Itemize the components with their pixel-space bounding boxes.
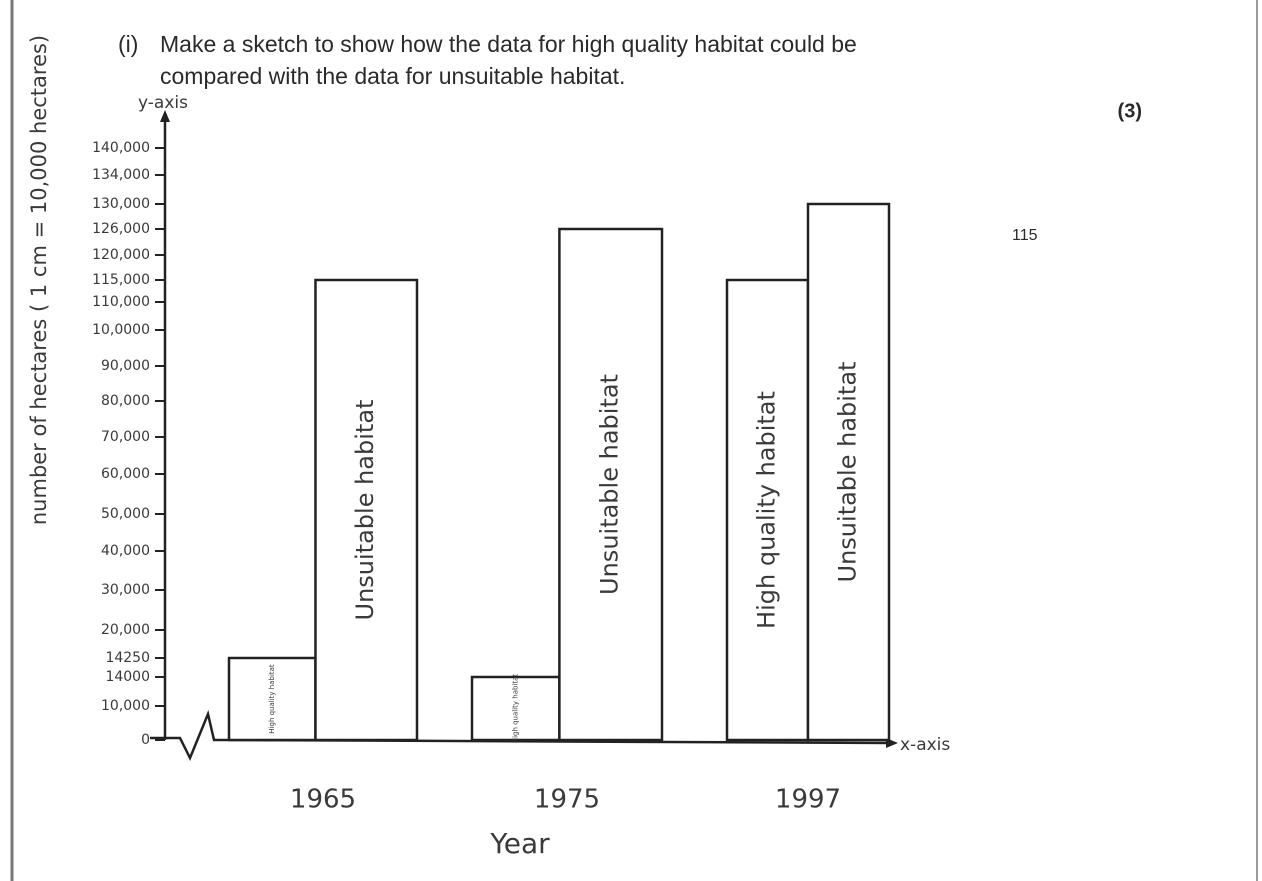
question-text: Make a sketch to show how the data for h…	[160, 31, 857, 57]
y-tick-label: 110,000	[92, 294, 150, 310]
y-tick-label: 40,000	[101, 543, 150, 559]
bar-label: Unsuitable habitat	[834, 362, 862, 583]
bar-label: Unsuitable habitat	[351, 400, 379, 621]
y-axis-name: y-axis	[138, 93, 188, 113]
question-number: (i)	[118, 31, 138, 57]
y-tick-label: 0	[141, 732, 150, 748]
y-tick-label: 80,000	[101, 393, 150, 409]
y-tick-label: 60,000	[101, 466, 150, 482]
y-axis-label: number of hectares ( 1 cm = 10,000 hecta…	[27, 35, 51, 525]
question-marks: (3)	[1118, 100, 1142, 122]
page: (i) Make a sketch to show how the data f…	[0, 0, 1262, 881]
y-tick-label: 126,000	[92, 221, 150, 237]
y-tick-label: 115,000	[92, 272, 150, 288]
bar-label: Unsuitable habitat	[596, 374, 624, 595]
y-tick-label: 14000	[105, 669, 150, 685]
y-tick-label: 70,000	[101, 429, 150, 445]
bar-label: High quality habitat	[753, 391, 781, 629]
y-tick-label: 30,000	[101, 582, 150, 598]
y-tick-label: 10,0000	[92, 322, 150, 338]
question-text: compared with the data for unsuitable ha…	[160, 63, 625, 89]
y-tick-label: 20,000	[101, 622, 150, 638]
margin-note: 115	[1012, 227, 1038, 244]
y-tick-label: 130,000	[92, 196, 150, 212]
x-tick-label: 1965	[290, 785, 356, 815]
bar-label: High quality habitat	[512, 674, 520, 744]
x-axis-name: x-axis	[900, 735, 950, 755]
axis-break	[150, 714, 232, 758]
y-tick-label: 134,000	[92, 167, 150, 183]
y-tick-label: 14250	[105, 650, 150, 666]
y-tick-label: 10,000	[101, 698, 150, 714]
y-tick-label: 120,000	[92, 247, 150, 263]
x-axis-label: Year	[489, 827, 550, 860]
y-tick-label: 50,000	[101, 506, 150, 522]
y-tick-label: 140,000	[92, 140, 150, 156]
bar-label: High quality habitat	[268, 664, 276, 734]
x-tick-label: 1997	[775, 785, 841, 815]
document: (i) Make a sketch to show how the data f…	[0, 0, 1262, 881]
y-tick-label: 90,000	[101, 358, 150, 374]
x-tick-label: 1975	[534, 785, 600, 815]
